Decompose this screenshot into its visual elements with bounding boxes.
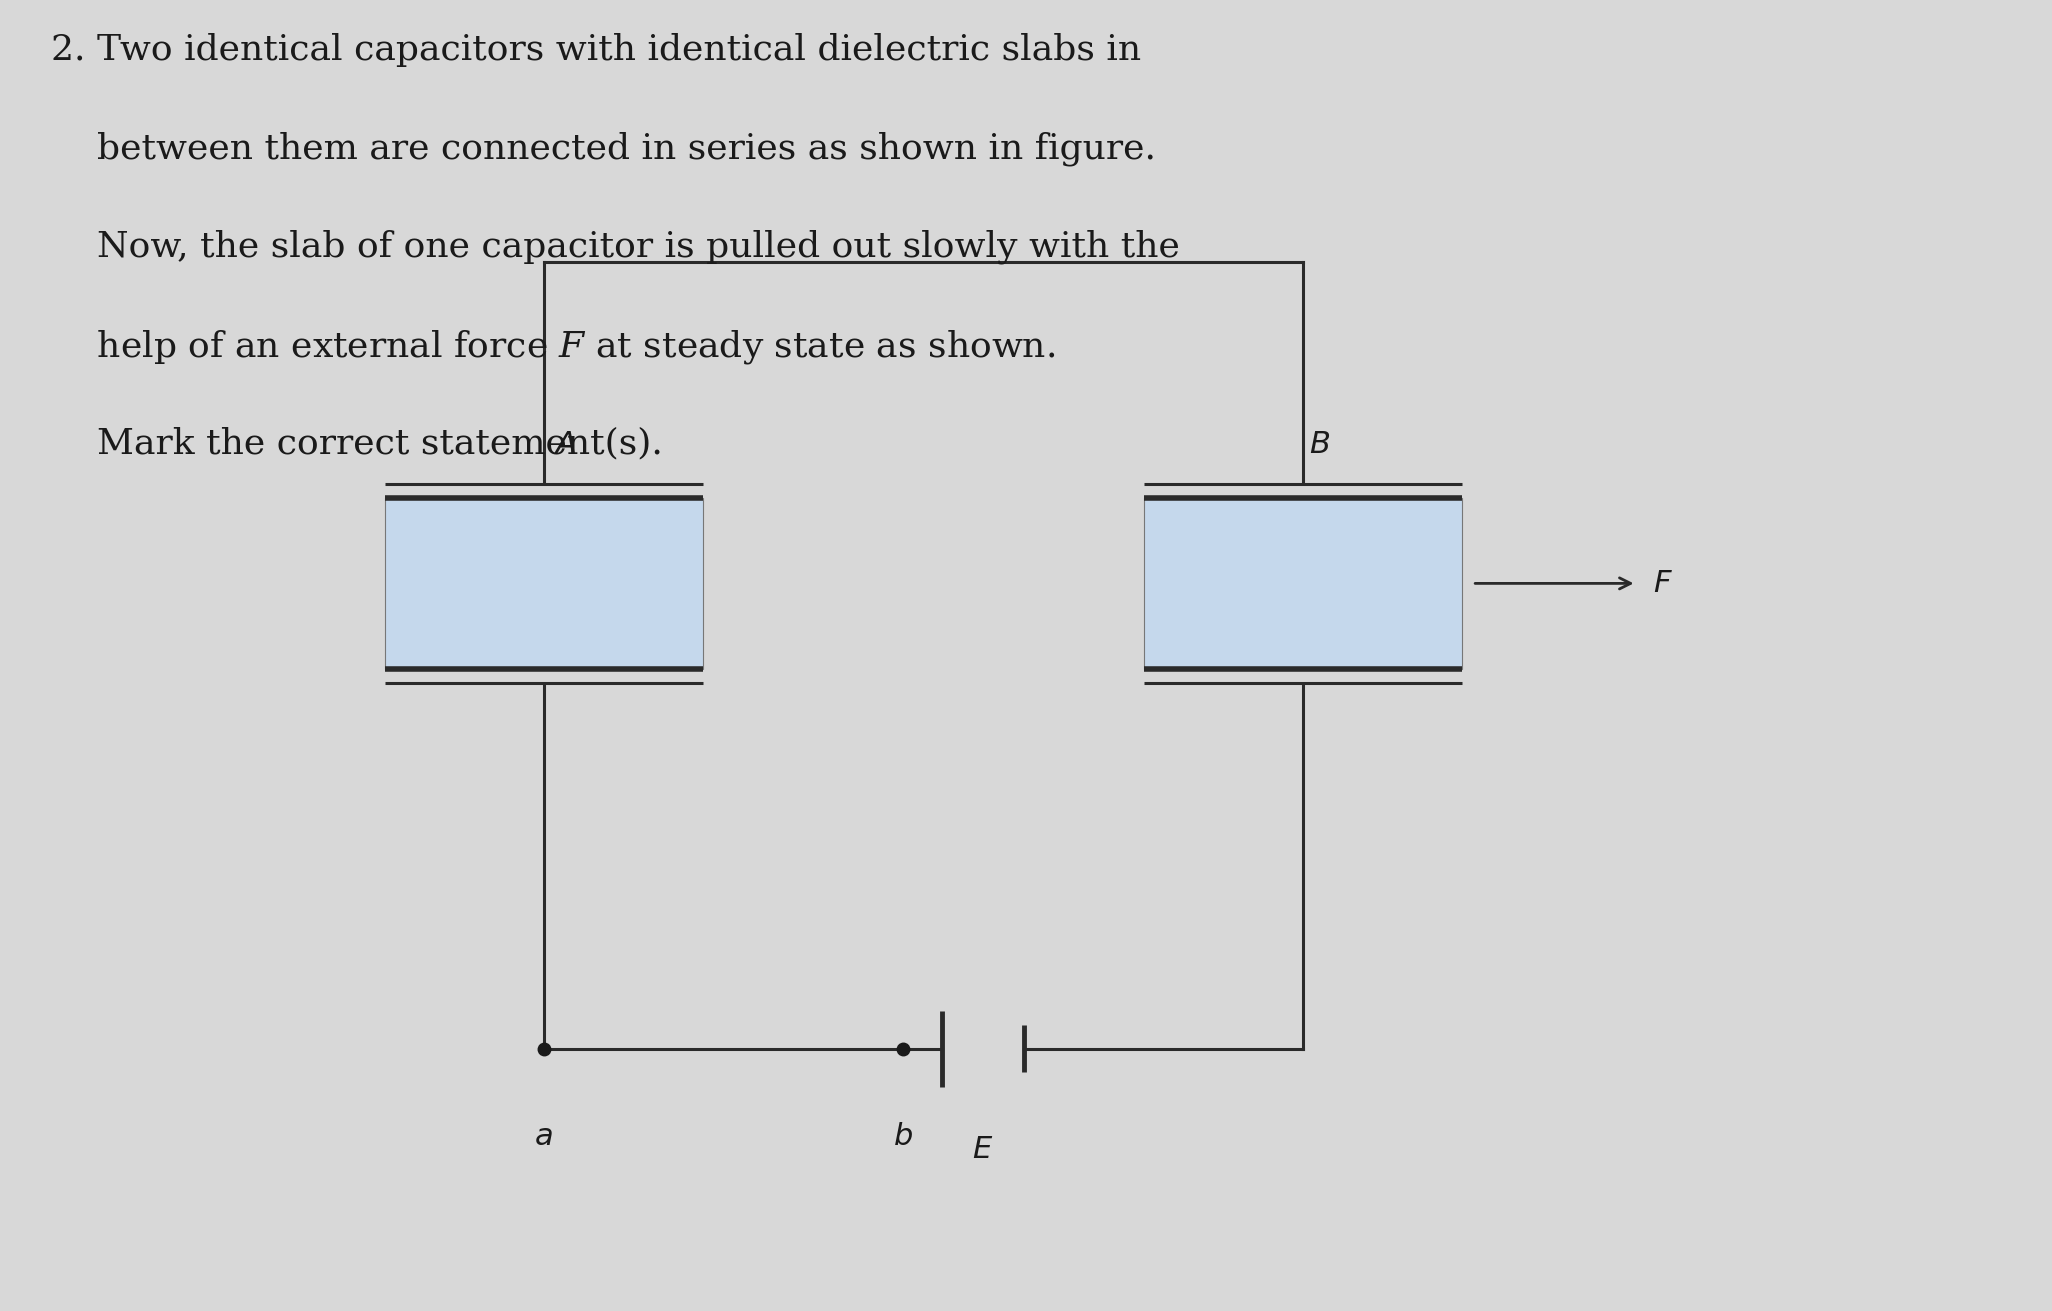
Text: $a$: $a$ — [534, 1121, 554, 1152]
Text: $A$: $A$ — [554, 429, 577, 460]
Text: $B$: $B$ — [1309, 429, 1330, 460]
Text: $E$: $E$ — [973, 1134, 993, 1165]
Text: $F$: $F$ — [1654, 568, 1672, 599]
Bar — [386, 498, 702, 669]
Text: $b$: $b$ — [893, 1121, 913, 1152]
Bar — [1145, 498, 1461, 669]
Text: Mark the correct statement(s).: Mark the correct statement(s). — [51, 426, 663, 460]
Text: between them are connected in series as shown in figure.: between them are connected in series as … — [51, 131, 1155, 165]
Text: 2. Two identical capacitors with identical dielectric slabs in: 2. Two identical capacitors with identic… — [51, 33, 1141, 67]
Text: help of an external force $F$ at steady state as shown.: help of an external force $F$ at steady … — [51, 328, 1055, 366]
Text: Now, the slab of one capacitor is pulled out slowly with the: Now, the slab of one capacitor is pulled… — [51, 229, 1180, 264]
